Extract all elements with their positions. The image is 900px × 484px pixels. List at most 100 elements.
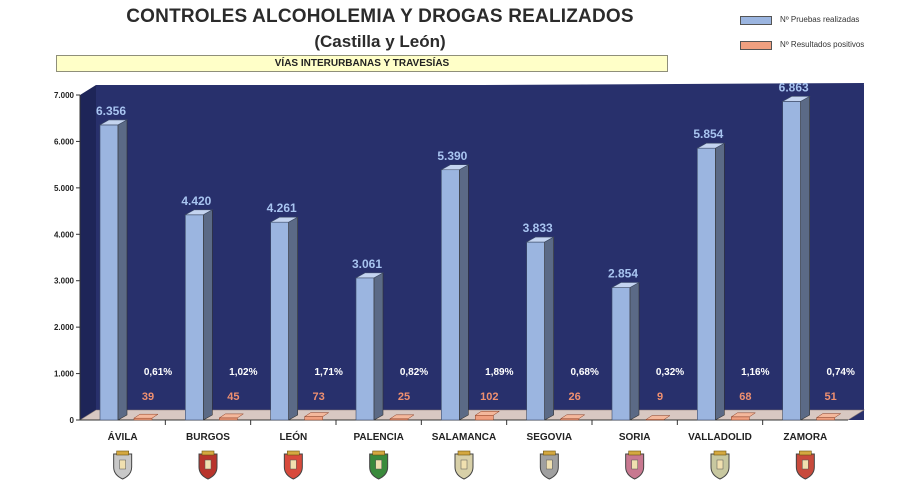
bar-side-soria: [629, 281, 640, 421]
y-axis: 0 1.000 2.000 3.000 4.000 5.000 6.000 7.000: [54, 91, 848, 425]
crest-emblem: [204, 459, 212, 470]
bar-zamora: [781, 95, 842, 421]
bar-segovia: [525, 236, 586, 421]
crest-crown: [201, 450, 215, 456]
legend-swatch-positivos: [740, 41, 772, 50]
category-label-palencia: PALENCIA: [353, 432, 403, 443]
bar-top-zamora: [781, 96, 811, 102]
y-tick-label: 3.000: [54, 277, 75, 286]
value-label-leon: 4.261: [267, 201, 297, 215]
positive-bar-salamanca: [475, 415, 494, 421]
y-tick-label: 0: [70, 416, 75, 425]
category-label-avila: ÁVILA: [108, 430, 138, 443]
category-label-burgos: BURGOS: [186, 432, 230, 443]
category-label-zamora: ZAMORA: [783, 432, 827, 443]
positive-label-soria: 9: [657, 391, 663, 403]
bar-top-palencia: [354, 272, 385, 279]
positive-bar-valladolid: [731, 416, 750, 421]
bar-top-avila: [98, 119, 129, 126]
category-label-salamanca: SALAMANCA: [432, 432, 496, 443]
value-label-segovia: 3.833: [523, 221, 553, 235]
bar-front-avila: [99, 124, 119, 421]
crest-icon-valladolid: [710, 450, 730, 480]
bar-side-zamora: [800, 95, 810, 421]
positive-bar-top-segovia: [559, 414, 586, 420]
crest-icon-salamanca: [454, 450, 474, 480]
bar-top-segovia: [525, 236, 555, 243]
percent-label-burgos: 1,02%: [229, 367, 257, 378]
positive-label-salamanca: 102: [480, 391, 498, 403]
crest-icon-palencia: [369, 450, 389, 480]
y-tick-label: 6.000: [54, 137, 75, 146]
positive-bar-top-leon: [303, 412, 330, 417]
positive-bar-top-valladolid: [730, 412, 757, 418]
plot-area: [96, 85, 864, 420]
crest-crown: [116, 450, 129, 456]
bar-top-burgos: [184, 209, 214, 216]
bar-salamanca: [440, 164, 501, 421]
crest-icon-segovia: [539, 450, 559, 480]
category-label-leon: LEÓN: [279, 430, 307, 443]
bar-front-leon: [270, 221, 289, 421]
y-tick-label: 5.000: [54, 184, 75, 193]
province-crests: [113, 450, 815, 480]
percent-label-palencia: 0,82%: [400, 367, 428, 378]
crest-emblem: [802, 459, 809, 470]
bar-top-leon: [269, 216, 299, 223]
value-label-soria: 2.854: [608, 266, 638, 280]
bar-front-segovia: [526, 241, 545, 421]
bar-front-salamanca: [441, 169, 460, 421]
bar-burgos: [184, 209, 245, 421]
y-tick-label: 1.000: [54, 370, 75, 379]
positive-bar-leon: [304, 416, 323, 421]
crest-emblem: [375, 459, 382, 470]
chart-subtitle: (Castilla y León): [314, 32, 446, 51]
chart-title: CONTROLES ALCOHOLEMIA Y DROGAS REALIZADO…: [126, 6, 634, 27]
percent-label-soria: 0,32%: [656, 367, 684, 378]
bar-side-palencia: [373, 272, 384, 421]
crest-icon-soria: [625, 450, 645, 480]
x-axis-labels: ÁVILA BURGOS LEÓN PALENCIA SALAMANCA SEGOVIA S…: [108, 420, 827, 443]
bar-side-segovia: [544, 236, 554, 421]
bar-side-avila: [117, 119, 128, 421]
bar-side-salamanca: [459, 164, 469, 421]
data-labels-group: 6.356 0,61% 39 4.420 1,02% 45 4.261 1,71% 73 3.06…: [96, 80, 855, 403]
bar-front-palencia: [355, 277, 375, 421]
percent-label-valladolid: 1,16%: [741, 367, 769, 378]
road-type-banner: VÍAS INTERURBANAS Y TRAVESÍAS: [56, 55, 668, 72]
positive-label-valladolid: 68: [739, 391, 751, 403]
crest-emblem: [119, 459, 126, 470]
positive-label-avila: 39: [142, 391, 154, 403]
bar-front-zamora: [782, 101, 801, 421]
legend-label-pruebas: Nº Pruebas realizadas: [780, 15, 860, 24]
bar-front-soria: [611, 287, 631, 421]
positive-bar-top-zamora: [815, 413, 842, 418]
bars-group: [98, 95, 842, 421]
crest-emblem: [716, 459, 724, 470]
positive-bar-top-palencia: [389, 414, 415, 420]
positive-bar-avila: [133, 417, 153, 421]
positive-bar-top-salamanca: [474, 411, 501, 416]
positive-label-zamora: 51: [825, 391, 837, 403]
positive-bar-top-avila: [133, 413, 159, 419]
crest-crown: [628, 450, 641, 456]
positive-label-leon: 73: [313, 391, 325, 403]
crest-emblem: [631, 459, 638, 470]
crest-icon-burgos: [198, 450, 218, 480]
percent-label-zamora: 0,74%: [826, 367, 854, 378]
crest-emblem: [546, 459, 553, 470]
bar-front-valladolid: [697, 147, 716, 421]
percent-label-leon: 1,71%: [314, 367, 342, 378]
plot-left-wall: [80, 85, 96, 420]
crest-crown: [372, 450, 385, 456]
value-label-salamanca: 5.390: [437, 149, 467, 163]
crest-crown: [543, 450, 556, 456]
positive-label-segovia: 26: [569, 391, 581, 403]
crest-icon-zamora: [795, 450, 815, 480]
legend-swatch-pruebas: [740, 16, 772, 25]
value-label-palencia: 3.061: [352, 257, 382, 271]
bar-top-valladolid: [696, 142, 726, 149]
positive-label-palencia: 25: [398, 391, 410, 403]
value-label-burgos: 4.420: [181, 194, 211, 208]
